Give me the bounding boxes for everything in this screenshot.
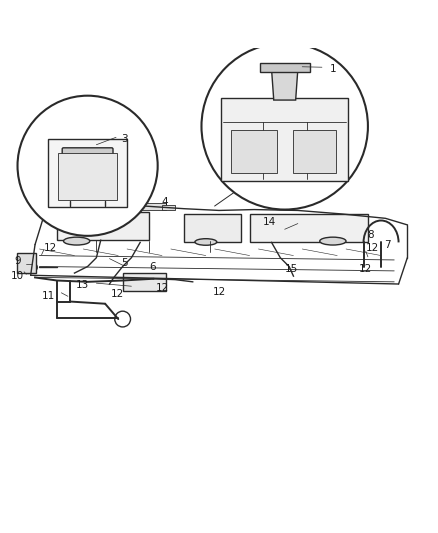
Text: 14: 14 <box>263 217 276 227</box>
Text: 12: 12 <box>359 264 372 273</box>
FancyBboxPatch shape <box>123 273 166 290</box>
Text: 5: 5 <box>121 258 128 268</box>
Ellipse shape <box>64 237 90 245</box>
FancyBboxPatch shape <box>57 212 149 240</box>
Text: 4: 4 <box>161 197 168 207</box>
Text: 12: 12 <box>212 287 226 297</box>
Text: 12: 12 <box>44 243 57 253</box>
Text: 6: 6 <box>149 262 156 272</box>
Ellipse shape <box>320 237 346 245</box>
Ellipse shape <box>20 261 37 273</box>
Text: 3: 3 <box>121 134 128 143</box>
FancyBboxPatch shape <box>250 214 368 243</box>
Text: 12: 12 <box>366 243 379 253</box>
Text: 8: 8 <box>367 230 374 240</box>
FancyBboxPatch shape <box>62 148 113 163</box>
FancyBboxPatch shape <box>131 203 166 209</box>
Text: 13: 13 <box>76 280 89 290</box>
Circle shape <box>18 96 158 236</box>
FancyBboxPatch shape <box>48 140 127 207</box>
FancyBboxPatch shape <box>260 63 310 72</box>
Circle shape <box>201 43 368 209</box>
Polygon shape <box>272 69 298 100</box>
Text: 12: 12 <box>155 282 169 293</box>
FancyBboxPatch shape <box>221 98 348 181</box>
Text: 10: 10 <box>11 271 24 281</box>
Text: 15: 15 <box>285 264 298 273</box>
Text: 7: 7 <box>384 240 391 251</box>
Text: 1: 1 <box>329 64 336 75</box>
Text: 11: 11 <box>42 291 55 301</box>
FancyBboxPatch shape <box>58 154 117 200</box>
Text: 3: 3 <box>139 197 146 207</box>
FancyBboxPatch shape <box>162 205 175 211</box>
Circle shape <box>115 311 131 327</box>
Ellipse shape <box>195 239 217 245</box>
FancyBboxPatch shape <box>184 214 241 243</box>
FancyBboxPatch shape <box>17 253 36 273</box>
Text: 12: 12 <box>111 289 124 298</box>
Text: 9: 9 <box>14 256 21 266</box>
Text: 12: 12 <box>110 217 123 228</box>
FancyBboxPatch shape <box>231 130 277 173</box>
FancyBboxPatch shape <box>293 130 336 173</box>
